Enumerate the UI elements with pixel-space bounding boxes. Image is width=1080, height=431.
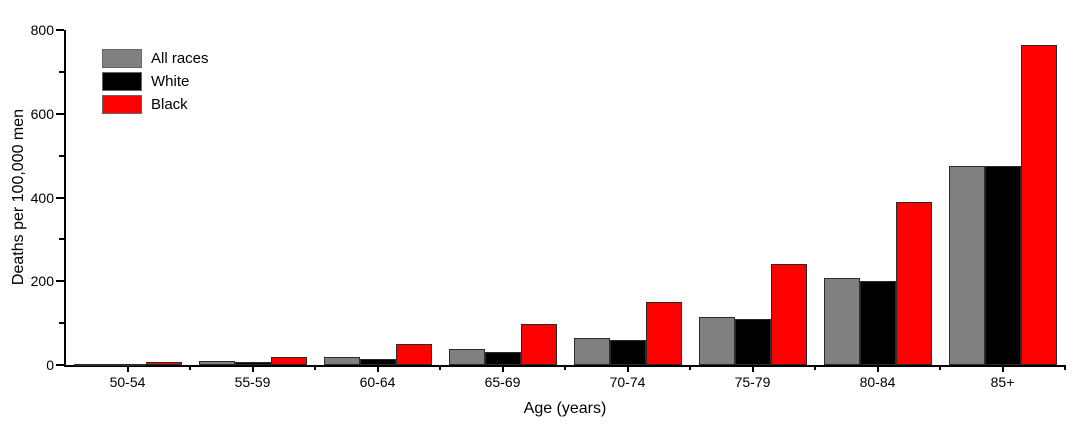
- bar-white-75-79: [734, 319, 771, 365]
- bar-black-65-69: [520, 324, 557, 365]
- x-axis-tick: [251, 366, 254, 372]
- bar-white-55-59: [234, 362, 271, 365]
- x-tick-label: 55-59: [234, 374, 271, 390]
- x-tick-label: 70-74: [609, 374, 646, 390]
- bar-all-races-50-54: [73, 364, 110, 366]
- legend-swatch-white: [102, 72, 142, 91]
- bar-all-races-60-64: [323, 357, 360, 365]
- bar-white-50-54: [109, 364, 146, 366]
- bar-white-80-84: [859, 281, 896, 365]
- y-axis-minor-tick: [59, 70, 64, 73]
- y-axis-tick: [56, 280, 64, 283]
- bar-all-races-65-69: [448, 349, 485, 365]
- y-tick-label: 600: [30, 105, 54, 122]
- x-axis-minor-tick: [939, 366, 941, 370]
- y-tick-label: 400: [30, 189, 54, 206]
- y-tick-label: 0: [46, 357, 54, 373]
- x-tick-label: 75-79: [734, 374, 771, 390]
- bar-all-races-75-79: [698, 317, 735, 365]
- bar-black-75-79: [770, 264, 807, 365]
- x-axis-minor-tick: [564, 366, 566, 370]
- y-axis-tick: [56, 29, 64, 31]
- bar-white-65-69: [484, 352, 521, 365]
- legend-label: White: [151, 73, 190, 90]
- x-axis-tick: [751, 366, 754, 372]
- y-axis: [64, 30, 66, 367]
- x-axis-minor-tick: [439, 366, 441, 370]
- bar-all-races-80-84: [823, 278, 860, 365]
- bar-all-races-55-59: [198, 361, 235, 365]
- legend-item-white: White: [102, 72, 209, 91]
- legend-item-black: Black: [102, 95, 209, 114]
- y-axis-tick: [56, 196, 64, 199]
- x-axis-minor-tick: [189, 366, 191, 370]
- x-axis-tick: [126, 366, 129, 372]
- bar-black-85+: [1020, 45, 1057, 365]
- bar-black-80-84: [895, 202, 932, 365]
- legend-label: All races: [151, 50, 209, 67]
- x-axis-tick: [376, 366, 379, 372]
- bar-black-70-74: [645, 302, 682, 365]
- bar-white-60-64: [359, 359, 396, 365]
- bar-white-85+: [984, 166, 1021, 365]
- y-axis-minor-tick: [59, 238, 64, 241]
- legend-label: Black: [151, 96, 188, 113]
- bar-all-races-85+: [948, 166, 985, 365]
- x-axis-tick: [501, 366, 504, 372]
- legend: All races White Black: [102, 49, 209, 118]
- bar-black-55-59: [270, 357, 307, 365]
- x-axis-minor-tick: [814, 366, 816, 370]
- legend-item-all-races: All races: [102, 49, 209, 68]
- x-axis-minor-tick: [314, 366, 316, 370]
- x-axis-tick: [1001, 366, 1004, 372]
- x-axis-tick: [626, 366, 629, 372]
- y-axis-tick: [56, 364, 64, 366]
- x-axis-minor-tick: [1064, 366, 1066, 370]
- legend-swatch-black: [102, 95, 142, 114]
- bar-white-70-74: [609, 340, 646, 365]
- x-axis-tick: [876, 366, 879, 372]
- x-tick-label: 85+: [990, 374, 1015, 390]
- y-tick-label: 800: [30, 22, 54, 38]
- bar-black-50-54: [145, 362, 182, 365]
- x-tick-label: 80-84: [859, 374, 896, 390]
- x-axis-minor-tick: [689, 366, 691, 370]
- legend-swatch-all-races: [102, 49, 142, 68]
- x-tick-label: 65-69: [484, 374, 521, 390]
- bar-black-60-64: [395, 344, 432, 365]
- x-tick-label: 50-54: [109, 374, 146, 390]
- y-axis-tick: [56, 112, 64, 115]
- plot-area: 0 200 400 600 800 50-54 55-59 60-64 65-69 70-74 75…: [31, 23, 1066, 390]
- x-tick-label: 60-64: [359, 374, 396, 390]
- x-axis-label: Age (years): [523, 400, 607, 417]
- y-tick-label: 200: [30, 273, 54, 290]
- y-axis-minor-tick: [59, 322, 64, 325]
- bar-all-races-70-74: [573, 338, 610, 365]
- y-axis-minor-tick: [59, 154, 64, 157]
